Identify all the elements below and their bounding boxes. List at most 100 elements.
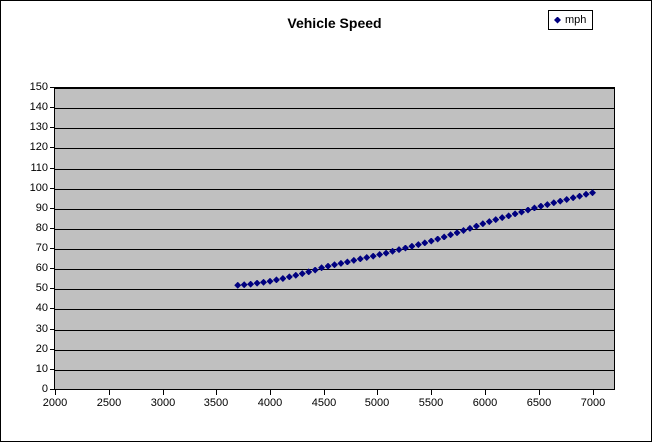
- gridline-y-110: [55, 169, 614, 170]
- gridline-y-70: [55, 249, 614, 250]
- x-tick-label: 6500: [526, 397, 552, 409]
- legend-series-label: mph: [565, 14, 587, 26]
- plot-area: [55, 87, 615, 390]
- data-point-marker: [395, 246, 403, 254]
- gridline-y-100: [55, 189, 614, 190]
- data-point-marker: [356, 255, 364, 263]
- x-tick-mark: [109, 390, 110, 395]
- x-axis-line: [51, 389, 614, 390]
- x-tick-mark: [431, 390, 432, 395]
- y-tick-label: 50: [35, 282, 48, 294]
- y-tick-mark: [50, 127, 54, 128]
- data-point-marker: [266, 277, 274, 285]
- gridline-y-10: [55, 370, 614, 371]
- data-point-marker: [498, 214, 506, 222]
- gridline-y-50: [55, 289, 614, 290]
- x-tick-label: 3000: [150, 397, 176, 409]
- gridline-y-90: [55, 209, 614, 210]
- data-point-marker: [492, 216, 500, 224]
- y-tick-label: 30: [35, 323, 48, 335]
- data-point-marker: [550, 199, 558, 207]
- data-point-marker: [369, 252, 377, 260]
- x-tick-mark: [539, 390, 540, 395]
- y-tick-mark: [50, 268, 54, 269]
- y-tick-mark: [50, 228, 54, 229]
- y-tick-mark: [50, 288, 54, 289]
- y-tick-mark: [50, 147, 54, 148]
- x-tick-mark: [324, 390, 325, 395]
- x-tick-label: 4500: [311, 397, 337, 409]
- x-tick-label: 3500: [203, 397, 229, 409]
- data-point-marker: [460, 227, 467, 235]
- y-tick-label: 60: [35, 262, 48, 274]
- gridline-y-120: [55, 148, 614, 149]
- data-point-marker: [311, 266, 319, 274]
- data-point-marker: [292, 271, 300, 279]
- y-tick-mark: [50, 308, 54, 309]
- data-point-marker: [247, 280, 255, 288]
- data-point-marker: [576, 192, 584, 200]
- legend-diamond-marker-icon: [554, 16, 561, 24]
- y-tick-label: 0: [41, 383, 48, 395]
- x-tick-mark: [377, 390, 378, 395]
- data-point-marker: [563, 196, 571, 204]
- data-point-marker: [285, 273, 293, 281]
- data-point-marker: [382, 249, 390, 257]
- y-tick-label: 10: [35, 363, 48, 375]
- x-tick-mark: [55, 390, 56, 395]
- x-tick-mark: [270, 390, 271, 395]
- y-tick-mark: [50, 188, 54, 189]
- data-point-marker: [376, 251, 384, 258]
- x-tick-mark: [593, 390, 594, 395]
- y-tick-label: 120: [29, 141, 48, 153]
- data-point-marker: [537, 202, 545, 210]
- data-point-marker: [524, 206, 532, 214]
- data-point-marker: [298, 270, 306, 278]
- gridline-y-150: [55, 88, 614, 89]
- gridline-y-130: [55, 128, 614, 129]
- y-tick-label: 80: [35, 222, 48, 234]
- data-point-marker: [234, 281, 242, 289]
- data-point-marker: [343, 258, 351, 266]
- data-point-marker: [253, 279, 261, 287]
- data-point-marker: [337, 259, 345, 267]
- data-point-marker: [556, 197, 564, 205]
- x-tick-label: 2500: [96, 397, 122, 409]
- data-point-marker: [324, 262, 332, 270]
- data-point-marker: [260, 278, 268, 286]
- data-point-marker: [530, 204, 538, 212]
- data-point-marker: [240, 281, 248, 289]
- x-tick-label: 6000: [472, 397, 498, 409]
- data-point-marker: [447, 231, 455, 239]
- x-tick-mark: [163, 390, 164, 395]
- y-axis-line: [54, 87, 55, 390]
- y-tick-label: 150: [29, 81, 48, 93]
- x-tick-mark: [485, 390, 486, 395]
- data-point-marker: [543, 201, 551, 209]
- data-point-marker: [331, 261, 338, 269]
- data-point-marker: [518, 208, 526, 216]
- y-tick-mark: [50, 329, 54, 330]
- y-tick-label: 140: [29, 101, 48, 113]
- x-tick-label: 5500: [418, 397, 444, 409]
- y-tick-label: 90: [35, 202, 48, 214]
- y-tick-label: 20: [35, 343, 48, 355]
- x-tick-mark: [216, 390, 217, 395]
- x-tick-label: 4000: [257, 397, 283, 409]
- data-point-marker: [479, 220, 487, 228]
- data-point-marker: [350, 256, 358, 264]
- data-point-marker: [272, 276, 280, 284]
- y-tick-label: 40: [35, 302, 48, 314]
- data-point-marker: [401, 244, 409, 252]
- data-point-marker: [589, 189, 596, 197]
- data-point-marker: [279, 274, 287, 282]
- x-tick-label: 5000: [364, 397, 390, 409]
- data-point-marker: [505, 212, 513, 220]
- y-tick-label: 100: [29, 182, 48, 194]
- y-tick-label: 110: [30, 162, 48, 174]
- gridline-y-80: [55, 229, 614, 230]
- data-point-marker: [511, 210, 519, 218]
- data-point-marker: [582, 190, 590, 198]
- data-point-marker: [421, 239, 429, 247]
- x-tick-label: 7000: [580, 397, 606, 409]
